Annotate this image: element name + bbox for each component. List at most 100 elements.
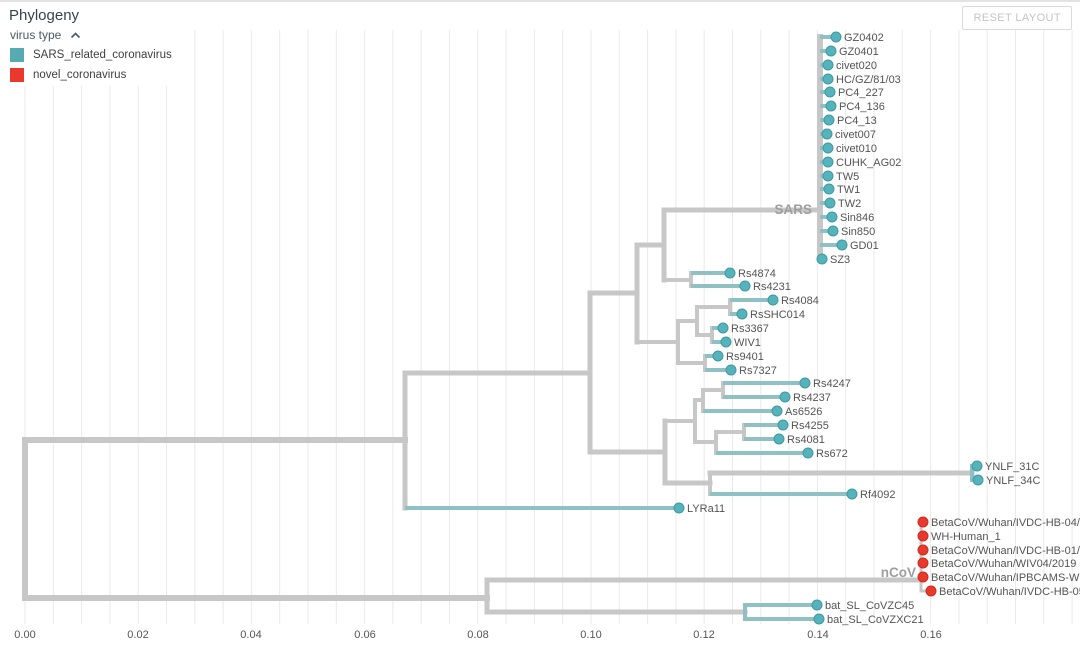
axis-tick-label: 0.04: [240, 629, 261, 641]
tip-label[interactable]: civet007: [835, 129, 876, 141]
tip-dot[interactable]: [827, 225, 839, 237]
tip-dot[interactable]: [771, 405, 783, 417]
tip-dot[interactable]: [972, 474, 984, 486]
tip-label[interactable]: BetaCoV/Wuhan/IVDC-HB-05/2019: [939, 586, 1080, 598]
tip-label[interactable]: Rs9401: [726, 351, 764, 363]
tip-label[interactable]: Rs4081: [787, 434, 825, 446]
tip-label[interactable]: civet020: [836, 60, 877, 72]
tip-label[interactable]: CUHK_AG02: [836, 157, 901, 169]
tip-label[interactable]: LYRa11: [687, 503, 725, 515]
tip-label[interactable]: Sin846: [840, 212, 874, 224]
tip-dot[interactable]: [724, 267, 736, 279]
tip-label[interactable]: YNLF_34C: [986, 475, 1040, 487]
tip-dot[interactable]: [822, 156, 834, 168]
tip-dot[interactable]: [823, 114, 835, 126]
tip-label[interactable]: WH-Human_1: [931, 531, 1001, 543]
tip-label[interactable]: GD01: [850, 240, 879, 252]
tip-dot[interactable]: [673, 502, 685, 514]
tip-dot[interactable]: [799, 377, 811, 389]
tip-dot[interactable]: [822, 59, 834, 71]
tip-label[interactable]: BetaCoV/Wuhan/WIV04/2019: [931, 558, 1076, 570]
tip-label[interactable]: Rf4092: [860, 489, 895, 501]
tip-dot[interactable]: [821, 128, 833, 140]
tip-label[interactable]: Rs4237: [793, 392, 831, 404]
tip-dot[interactable]: [822, 73, 834, 85]
tip-dot[interactable]: [813, 613, 825, 625]
tip-dot[interactable]: [822, 142, 834, 154]
tip-dot[interactable]: [823, 183, 835, 195]
tip-label[interactable]: As6526: [785, 406, 822, 418]
tip-label[interactable]: BetaCoV/Wuhan/IVDC-HB-01/2019: [931, 545, 1080, 557]
tip-dot[interactable]: [824, 197, 836, 209]
tip-label[interactable]: GZ0402: [844, 32, 884, 44]
tip-dot[interactable]: [720, 336, 732, 348]
tip-label[interactable]: Rs3367: [731, 323, 769, 335]
tip-dot[interactable]: [739, 280, 751, 292]
tip-dot[interactable]: [917, 544, 929, 556]
tip-dot[interactable]: [767, 294, 779, 306]
tip-label[interactable]: bat_SL_CoVZXC21: [827, 614, 924, 626]
legend-swatch-red: [10, 68, 24, 82]
tip-dot[interactable]: [811, 599, 823, 611]
clade-label: SARS: [774, 202, 812, 217]
tip-dot[interactable]: [824, 86, 836, 98]
page-title: Phylogeny: [9, 7, 80, 24]
tip-dot[interactable]: [725, 364, 737, 376]
tip-label[interactable]: TW2: [838, 198, 861, 210]
tip-dot[interactable]: [846, 488, 858, 500]
tip-label[interactable]: Rs4084: [781, 295, 819, 307]
legend-title-label: virus type: [10, 28, 62, 42]
tip-label[interactable]: TW5: [836, 171, 859, 183]
tip-label[interactable]: PC4_136: [839, 101, 885, 113]
tip-label[interactable]: BetaCoV/Wuhan/IPBCAMS-WH-01/2: [931, 572, 1080, 584]
tip-label[interactable]: HC/GZ/81/03: [836, 74, 901, 86]
tip-dot[interactable]: [917, 530, 929, 542]
tip-dot[interactable]: [779, 391, 791, 403]
tip-dot[interactable]: [836, 239, 848, 251]
tip-dot[interactable]: [822, 170, 834, 182]
tip-dot[interactable]: [773, 433, 785, 445]
chevron-up-icon[interactable]: [70, 31, 81, 39]
tip-dot[interactable]: [825, 100, 837, 112]
tip-label[interactable]: Rs4247: [813, 378, 851, 390]
legend-header[interactable]: virus type: [10, 28, 172, 42]
tip-dot[interactable]: [830, 31, 842, 43]
tip-dot[interactable]: [816, 253, 828, 265]
tip-dot[interactable]: [971, 460, 983, 472]
tip-label[interactable]: BetaCoV/Wuhan/IVDC-HB-04/2020: [931, 517, 1080, 529]
tip-label[interactable]: WIV1: [734, 337, 761, 349]
axis-tick-label: 0.12: [693, 629, 714, 641]
tip-label[interactable]: bat_SL_CoVZC45: [825, 600, 914, 612]
tip-label[interactable]: Sin850: [841, 226, 875, 238]
tip-label[interactable]: YNLF_31C: [985, 461, 1039, 473]
tip-dot[interactable]: [917, 557, 929, 569]
tip-dot[interactable]: [917, 571, 929, 583]
tip-dot[interactable]: [802, 447, 814, 459]
tip-label[interactable]: civet010: [836, 143, 877, 155]
tip-label[interactable]: Rs4874: [738, 268, 776, 280]
tip-label[interactable]: RsSHC014: [750, 309, 805, 321]
tip-label[interactable]: GZ0401: [839, 46, 879, 58]
tip-label[interactable]: Rs4255: [791, 420, 829, 432]
tip-label[interactable]: SZ3: [830, 254, 850, 266]
tip-dot[interactable]: [777, 419, 789, 431]
axis-tick-label: 0.06: [354, 629, 375, 641]
reset-layout-button[interactable]: RESET LAYOUT: [962, 6, 1072, 30]
tip-label[interactable]: PC4_13: [837, 115, 877, 127]
legend-item-sars-related[interactable]: SARS_related_coronavirus: [10, 48, 172, 62]
tip-dot[interactable]: [925, 585, 937, 597]
tip-label[interactable]: TW1: [837, 184, 860, 196]
tip-label[interactable]: Rs672: [816, 448, 848, 460]
tip-dot[interactable]: [825, 45, 837, 57]
legend-item-novel[interactable]: novel_coronavirus: [10, 68, 172, 82]
tip-dot[interactable]: [917, 516, 929, 528]
tip-dot[interactable]: [712, 350, 724, 362]
tip-label[interactable]: Rs4231: [753, 281, 791, 293]
tip-dot[interactable]: [717, 322, 729, 334]
tip-dot[interactable]: [736, 308, 748, 320]
tip-label[interactable]: PC4_227: [838, 87, 884, 99]
legend-swatch-teal: [10, 48, 24, 62]
tip-dot[interactable]: [826, 211, 838, 223]
tip-label[interactable]: Rs7327: [739, 365, 777, 377]
